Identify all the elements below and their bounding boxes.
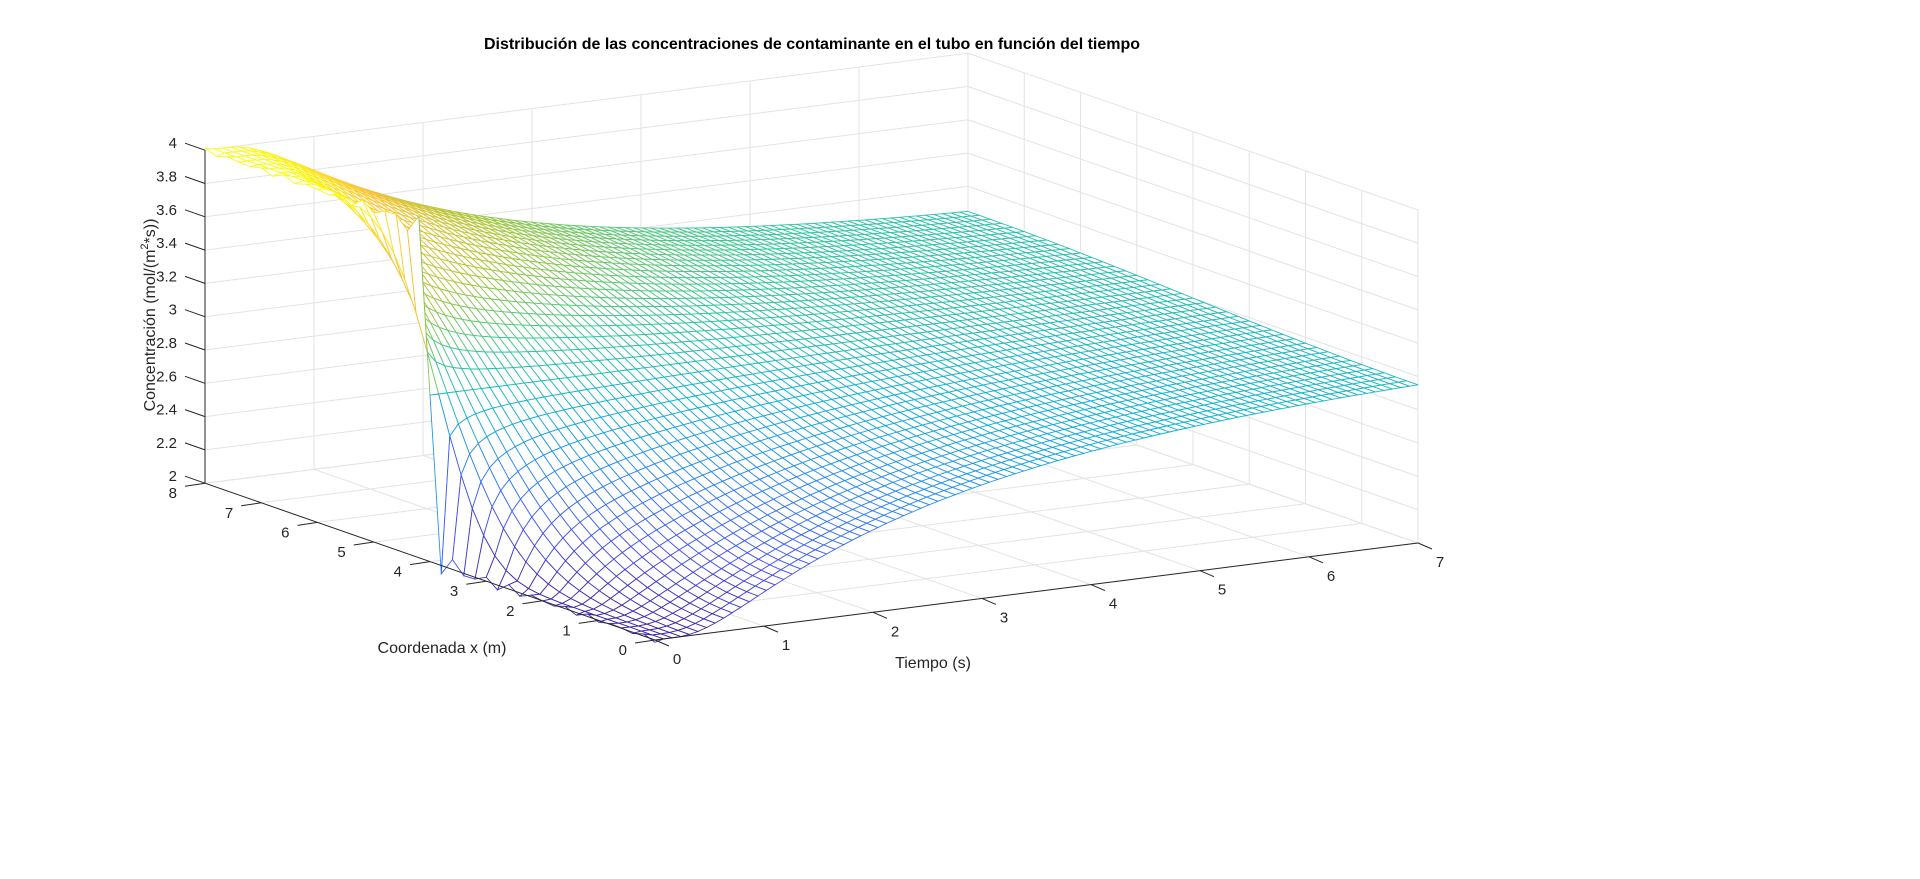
grid-line [204,119,969,218]
z-tick-label: 3 [169,302,177,319]
x-coordinate-tick [634,639,656,644]
time-tick-label: 7 [1436,554,1444,571]
z-tick [184,209,206,218]
z-tick [184,242,206,251]
z-tick-label: 2.4 [156,402,177,419]
time-tick [872,611,888,619]
z-tick-label: 2.6 [156,368,177,385]
x-coordinate-tick [522,600,543,605]
z-tick-label: 3.6 [156,202,177,219]
time-tick [1199,570,1215,578]
time-tick [1417,542,1433,550]
z-tick [184,375,206,384]
time-tick-label: 2 [891,623,899,640]
z-tick [184,275,206,284]
z-tick-label: 2.8 [156,335,177,352]
z-tick-label: 3.2 [156,268,177,285]
time-tick-label: 5 [1218,582,1226,599]
z-tick [184,442,206,451]
surface-mesh [204,146,1419,643]
time-tick-label: 3 [1000,609,1008,626]
z-tick [184,176,206,184]
z-tick-label: 3.4 [156,235,177,252]
x-axis-label: Tiempo (s) [895,655,971,672]
x-coordinate-tick [297,521,318,526]
x-coordinate-tick [466,580,487,585]
x-coordinate-tick-label: 8 [169,485,177,502]
x-coordinate-tick-label: 4 [394,564,402,581]
z-tick [184,342,206,351]
x-coordinate-tick-label: 5 [337,544,345,561]
x-coordinate-tick-label: 7 [225,505,233,522]
x-coordinate-tick-label: 2 [506,603,514,620]
time-tick [654,639,670,647]
time-tick-label: 6 [1327,568,1335,585]
x-coordinate-tick-label: 0 [619,642,627,659]
time-tick [1090,584,1106,592]
x-coordinate-tick-label: 3 [450,583,458,600]
time-tick-label: 1 [782,637,790,654]
chart-title: Distribución de las concentraciones de c… [484,36,1140,53]
z-tick [184,142,206,151]
time-tick [763,625,779,633]
time-tick [981,597,997,605]
z-tick-label: 3.8 [156,169,177,186]
z-tick [184,309,206,318]
x-coordinate-tick [184,482,206,487]
grid-line [204,52,969,151]
x-coordinate-tick [241,502,262,507]
x-coordinate-tick [353,541,374,546]
z-tick-label: 2.2 [156,435,177,452]
time-tick-label: 4 [1109,596,1117,613]
z-tick [184,409,206,418]
y-axis-label: Coordenada x (m) [378,640,507,657]
grid-line [204,152,969,251]
x-coordinate-tick [409,561,431,566]
time-tick [1308,556,1324,564]
x-coordinate-tick-label: 1 [562,622,570,639]
x-coordinate-tick-label: 6 [281,524,289,541]
grid-line [204,85,969,184]
time-tick-label: 0 [673,651,681,668]
x-coordinate-tick [578,619,599,624]
z-tick-label: 4 [169,135,177,152]
z-tick [184,475,206,484]
z-tick-label: 2 [169,468,177,485]
